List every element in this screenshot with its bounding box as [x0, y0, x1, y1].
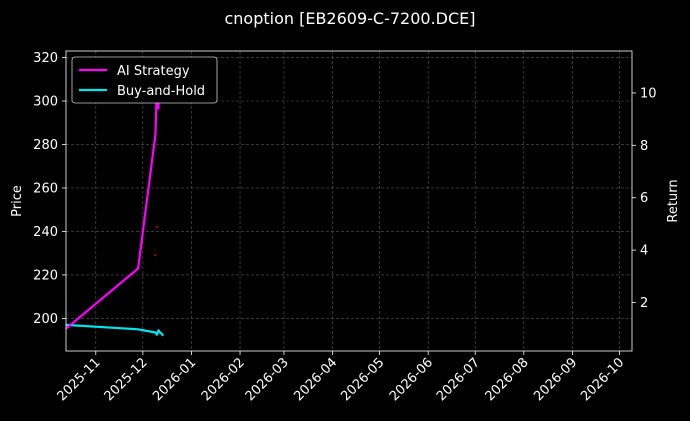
y-axis-right: 2 4 6 8 10: [632, 86, 657, 311]
y-tick-label: 280: [33, 138, 58, 153]
y2-tick-label: 6: [640, 191, 648, 206]
y-tick-label: 240: [33, 225, 58, 240]
y-tick-label: 320: [33, 51, 58, 66]
chart-title: cnoption [EB2609-C-7200.DCE]: [224, 9, 475, 28]
x-tick-label: 2026-10: [578, 355, 627, 404]
series-line-buy-and-hold: [65, 323, 165, 337]
y2-tick-label: 10: [640, 86, 657, 101]
trade-marker: [154, 254, 157, 257]
legend-label-bh: Buy-and-Hold: [117, 84, 205, 99]
y-tick-label: 200: [33, 312, 58, 327]
x-tick-label: 2026-09: [531, 355, 580, 404]
y-tick-label: 260: [33, 181, 58, 196]
plot-frame: [65, 50, 633, 352]
x-tick-label: 2026-01: [150, 355, 199, 404]
x-tick-label: 2026-07: [434, 355, 483, 404]
y2-tick-label: 8: [640, 139, 648, 154]
x-tick-label: 2025-12: [102, 355, 151, 404]
grid-lines: [66, 51, 632, 351]
x-tick-label: 2026-02: [199, 355, 248, 404]
legend-box: [71, 56, 218, 104]
x-tick-label: 2026-08: [483, 355, 532, 404]
x-tick-label: 2025-11: [55, 355, 104, 404]
x-tick-label: 2026-03: [243, 355, 292, 404]
y-axis-left: 200 220 240 260 280 300 320: [33, 51, 66, 327]
trade-marker: [156, 226, 158, 228]
y2-axis-label: Return: [666, 179, 681, 222]
y2-tick-label: 4: [640, 244, 648, 259]
y-tick-label: 300: [33, 95, 58, 110]
y-tick-label: 220: [33, 268, 58, 283]
x-tick-label: 2026-05: [338, 355, 387, 404]
legend-label-ai: AI Strategy: [117, 64, 190, 79]
x-tick-label: 2026-04: [291, 355, 340, 404]
legend: AI Strategy Buy-and-Hold: [71, 56, 218, 104]
y-axis-label: Price: [10, 185, 25, 217]
x-tick-label: 2026-06: [387, 355, 436, 404]
y2-tick-label: 2: [640, 296, 648, 311]
